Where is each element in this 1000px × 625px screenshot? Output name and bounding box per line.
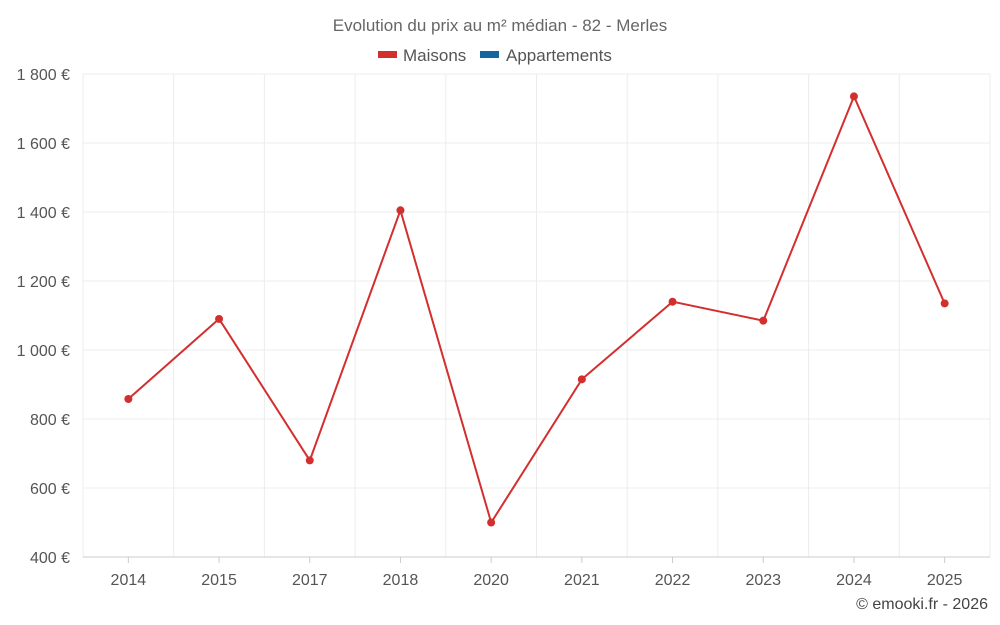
legend-item-maisons[interactable]: Maisons [378, 46, 466, 65]
x-tick-label: 2021 [564, 572, 600, 589]
data-point[interactable] [487, 518, 496, 527]
series-maisons [124, 92, 949, 527]
data-point[interactable] [577, 375, 586, 384]
x-tick-label: 2015 [201, 572, 237, 589]
data-point[interactable] [940, 299, 949, 308]
legend-swatch-appartements [480, 51, 499, 58]
y-tick-label: 1 200 € [17, 274, 70, 291]
axes: 400 € 600 € 800 € 1 000 € 1 200 € 1 400 € 1 60… [17, 67, 990, 589]
legend-swatch-maisons [378, 51, 397, 58]
y-tick-label: 600 € [30, 481, 70, 498]
y-tick-label: 1 000 € [17, 343, 70, 360]
y-tick-label: 1 800 € [17, 67, 70, 84]
grid [82, 73, 991, 557]
legend-label-maisons: Maisons [403, 46, 466, 65]
data-point[interactable] [396, 206, 405, 215]
y-tick-label: 1 600 € [17, 136, 70, 153]
x-tick-label: 2023 [745, 572, 781, 589]
data-point[interactable] [759, 316, 768, 325]
legend-item-appartements[interactable]: Appartements [480, 46, 612, 65]
legend-label-appartements: Appartements [506, 46, 612, 65]
data-point[interactable] [849, 92, 858, 101]
legend: Maisons Appartements [378, 46, 612, 65]
series-line [127, 95, 946, 524]
data-point[interactable] [215, 314, 224, 323]
y-tick-label: 800 € [30, 412, 70, 429]
x-tick-label: 2018 [383, 572, 419, 589]
y-tick-label: 1 400 € [17, 205, 70, 222]
y-tick-label: 400 € [30, 550, 70, 567]
x-tick-label: 2022 [655, 572, 691, 589]
x-tick-label: 2025 [927, 572, 963, 589]
data-point[interactable] [124, 394, 133, 403]
credit-text: © emooki.fr - 2026 [856, 596, 988, 613]
chart-title: Evolution du prix au m² médian - 82 - Me… [333, 16, 667, 35]
x-tick-label: 2014 [111, 572, 147, 589]
data-point[interactable] [668, 297, 677, 306]
x-tick-label: 2017 [292, 572, 328, 589]
x-tick-label: 2024 [836, 572, 872, 589]
x-tick-label: 2020 [473, 572, 509, 589]
data-point[interactable] [305, 456, 314, 465]
